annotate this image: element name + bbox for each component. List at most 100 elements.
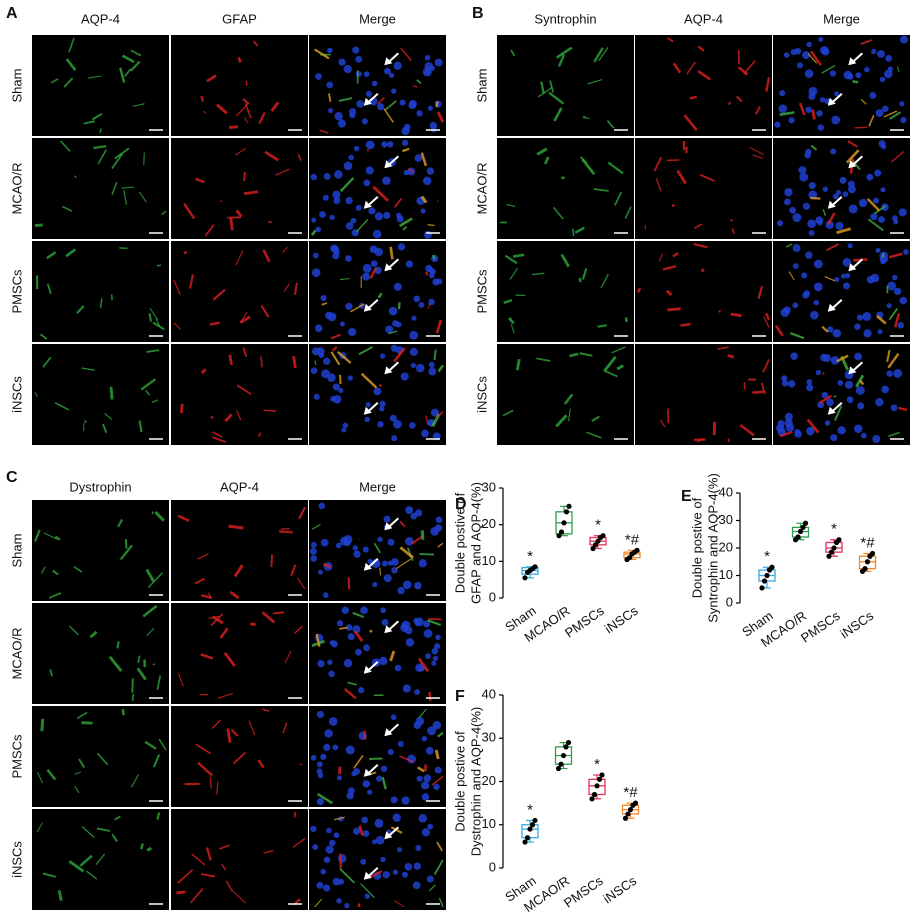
micrograph-background	[32, 138, 169, 239]
nucleus	[352, 46, 360, 54]
stain	[806, 418, 820, 434]
stain	[275, 168, 290, 176]
stain	[760, 382, 766, 395]
stain	[36, 822, 43, 833]
nucleus	[424, 55, 431, 61]
nucleus	[383, 574, 392, 583]
stain	[624, 317, 628, 323]
nucleus	[394, 664, 402, 672]
nucleus	[842, 257, 852, 267]
nucleus	[830, 148, 837, 155]
stain	[420, 195, 428, 204]
stain	[292, 837, 306, 848]
stain	[789, 331, 805, 340]
stain	[119, 67, 126, 83]
arrow-head	[363, 871, 372, 880]
nucleus	[863, 329, 872, 338]
stain	[836, 354, 849, 363]
nucleus	[813, 299, 820, 306]
stain	[236, 410, 242, 421]
nucleus	[827, 326, 834, 333]
stain	[779, 111, 795, 116]
stain	[574, 226, 585, 234]
stain	[206, 74, 217, 83]
row-label: MCAO/R	[9, 628, 24, 680]
nucleus	[806, 384, 814, 392]
stain	[42, 872, 57, 878]
stain	[428, 884, 436, 892]
stain	[866, 198, 881, 212]
stain	[73, 175, 78, 179]
nucleus	[815, 216, 824, 225]
stain	[194, 577, 206, 585]
nucleus	[803, 290, 810, 297]
nucleus	[864, 66, 870, 73]
nucleus	[808, 181, 816, 190]
stain	[693, 223, 703, 229]
nucleus	[434, 643, 441, 650]
data-point	[524, 835, 531, 841]
data-point	[566, 503, 572, 509]
stain	[204, 224, 215, 237]
nucleus	[426, 167, 435, 175]
nucleus	[878, 216, 885, 224]
data-point	[590, 545, 596, 552]
stain	[358, 346, 373, 356]
nucleus	[397, 243, 406, 251]
nucleus	[381, 618, 389, 626]
nucleus	[409, 422, 416, 429]
nucleus	[320, 868, 327, 875]
stain	[117, 518, 124, 528]
stain	[686, 61, 696, 75]
stain	[111, 181, 118, 196]
stain	[99, 128, 102, 134]
stain	[248, 720, 256, 736]
nucleus	[309, 547, 317, 555]
nucleus	[829, 70, 837, 77]
y-tick-label: 10	[719, 567, 733, 582]
nucleus	[312, 252, 319, 259]
stain	[503, 298, 513, 305]
micrograph	[309, 809, 446, 910]
data-point	[563, 744, 569, 750]
nucleus	[330, 640, 338, 648]
stain	[76, 711, 88, 720]
stain	[506, 203, 516, 208]
stain	[387, 330, 398, 335]
nucleus	[362, 830, 370, 837]
nucleus	[432, 720, 442, 730]
stain	[68, 37, 75, 53]
data-point	[759, 585, 765, 591]
stain	[99, 298, 103, 309]
stain	[659, 419, 666, 428]
nucleus	[333, 197, 341, 205]
stain	[86, 870, 98, 880]
nucleus	[380, 856, 386, 863]
nucleus	[348, 108, 357, 116]
micrograph-background	[635, 138, 772, 239]
nucleus	[404, 863, 413, 871]
stain	[270, 554, 273, 568]
data-point	[869, 550, 876, 557]
stain	[433, 859, 444, 875]
nucleus	[837, 426, 846, 435]
stain	[260, 356, 263, 368]
stain	[696, 437, 704, 443]
y-tick-label: 20	[482, 516, 496, 531]
data-point	[527, 826, 533, 832]
nucleus	[313, 393, 320, 400]
arrow-head	[384, 831, 393, 840]
nucleus	[325, 845, 334, 854]
nucleus	[387, 538, 395, 546]
nucleus	[402, 580, 412, 590]
stain	[229, 590, 240, 600]
nucleus	[856, 314, 864, 321]
stain	[888, 431, 900, 438]
stain	[281, 246, 289, 253]
stain	[114, 815, 121, 821]
stain	[293, 811, 297, 818]
stain	[257, 432, 262, 438]
stain	[427, 303, 431, 309]
nucleus	[310, 541, 317, 548]
